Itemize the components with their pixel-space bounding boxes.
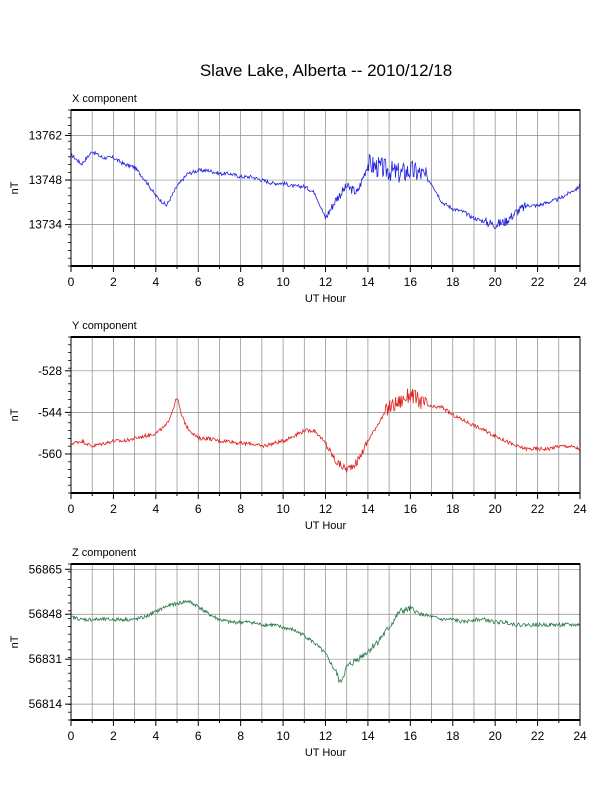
y-series-line xyxy=(70,388,581,473)
z-xtick-label-11: 22 xyxy=(531,729,545,743)
z-ytick-label-1: 56831 xyxy=(29,652,63,666)
z-xtick-label-5: 10 xyxy=(276,729,290,743)
x-ytick-label-2: 13762 xyxy=(29,128,63,142)
z-component-title: Z component xyxy=(72,547,136,559)
x-ytick-label-0: 13734 xyxy=(29,218,63,232)
x-xtick-label-2: 4 xyxy=(152,275,159,289)
y-ytick-label-2: -560 xyxy=(38,447,62,461)
x-xtick-label-1: 2 xyxy=(110,275,117,289)
x-component-panel: X component 0 2 4 6 8 10 12 14 16 18 20 22 241373413… xyxy=(9,93,587,305)
z-xtick-label-3: 6 xyxy=(195,729,202,743)
z-xtick-label-7: 14 xyxy=(361,729,375,743)
z-ytick-label-3: 56865 xyxy=(29,562,63,576)
z-ylabel: nT xyxy=(9,635,21,648)
z-ytick-label-2: 56848 xyxy=(29,607,63,621)
x-xtick-label-7: 14 xyxy=(361,275,375,289)
y-ylabel: nT xyxy=(9,408,21,421)
z-xtick-label-4: 8 xyxy=(237,729,244,743)
z-xtick-label-12: 24 xyxy=(573,729,587,743)
z-xtick-label-2: 4 xyxy=(152,729,159,743)
x-ytick-label-1: 13748 xyxy=(29,173,63,187)
y-ytick-label-1: -544 xyxy=(38,405,62,419)
y-xtick-label-8: 16 xyxy=(404,502,418,516)
x-xtick-label-11: 22 xyxy=(531,275,545,289)
z-xtick-label-9: 18 xyxy=(446,729,460,743)
y-xtick-label-9: 18 xyxy=(446,502,460,516)
y-xtick-label-3: 6 xyxy=(195,502,202,516)
x-xtick-label-0: 0 xyxy=(68,275,75,289)
y-ytick-label-0: -528 xyxy=(38,364,62,378)
z-xtick-label-1: 2 xyxy=(110,729,117,743)
x-xtick-label-10: 20 xyxy=(488,275,502,289)
y-xtick-label-0: 0 xyxy=(68,502,75,516)
y-xtick-label-2: 4 xyxy=(152,502,159,516)
x-series-line xyxy=(70,151,581,230)
z-xtick-label-10: 20 xyxy=(488,729,502,743)
x-xtick-label-9: 18 xyxy=(446,275,460,289)
z-series-line xyxy=(70,599,581,684)
z-ytick-label-0: 56814 xyxy=(29,697,63,711)
z-xtick-label-6: 12 xyxy=(319,729,333,743)
y-xtick-label-11: 22 xyxy=(531,502,545,516)
y-component-title: Y component xyxy=(72,320,137,332)
x-xtick-label-4: 8 xyxy=(237,275,244,289)
x-component-title: X component xyxy=(72,93,137,105)
y-xtick-label-10: 20 xyxy=(488,502,502,516)
x-xtick-label-6: 12 xyxy=(319,275,333,289)
x-xtick-label-3: 6 xyxy=(195,275,202,289)
y-component-panel: Y component 0 2 4 6 8 10 12 14 16 18 20 22 24-528-54… xyxy=(9,320,587,532)
x-ylabel: nT xyxy=(9,181,21,194)
x-xtick-label-8: 16 xyxy=(404,275,418,289)
y-xtick-label-12: 24 xyxy=(573,502,587,516)
chart-title: Slave Lake, Alberta -- 2010/12/18 xyxy=(200,61,452,80)
y-xtick-label-5: 10 xyxy=(276,502,290,516)
y-xtick-label-4: 8 xyxy=(237,502,244,516)
x-xlabel: UT Hour xyxy=(305,293,347,305)
z-component-panel: Z component 0 2 4 6 8 10 12 14 16 18 20 22 245681456… xyxy=(9,547,587,759)
y-xlabel: UT Hour xyxy=(305,520,347,532)
x-xtick-label-12: 24 xyxy=(573,275,587,289)
z-xtick-label-8: 16 xyxy=(404,729,418,743)
z-xlabel: UT Hour xyxy=(305,747,347,759)
y-xtick-label-6: 12 xyxy=(319,502,333,516)
y-xtick-label-1: 2 xyxy=(110,502,117,516)
z-xtick-label-0: 0 xyxy=(68,729,75,743)
x-xtick-label-5: 10 xyxy=(276,275,290,289)
y-xtick-label-7: 14 xyxy=(361,502,375,516)
